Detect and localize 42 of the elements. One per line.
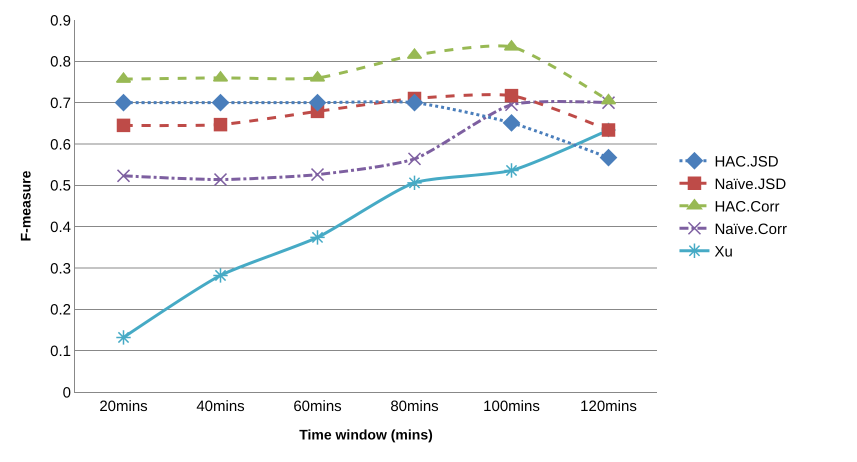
point xyxy=(212,94,230,112)
y-axis-title: F-measure xyxy=(18,170,34,242)
legend-label: HAC.JSD xyxy=(714,154,779,171)
point xyxy=(600,149,618,166)
point xyxy=(310,229,326,246)
point xyxy=(214,118,228,132)
x-tick-label: 100mins xyxy=(483,398,540,415)
point xyxy=(212,267,228,284)
point xyxy=(116,169,130,183)
x-tick-label: 60mins xyxy=(293,398,342,415)
legend-label: Naïve.Corr xyxy=(714,221,787,238)
x-tick-label: 80mins xyxy=(390,398,439,415)
point xyxy=(504,162,520,178)
legend-label: HAC.Corr xyxy=(714,198,780,216)
y-tick-label: 0.9 xyxy=(50,12,71,30)
x-tick-label: 40mins xyxy=(196,398,245,415)
y-tick-label: 0.4 xyxy=(50,218,71,236)
x-tick-label: 120mins xyxy=(580,398,637,415)
point xyxy=(116,329,132,346)
point xyxy=(310,168,324,182)
y-tick-label: 0 xyxy=(62,384,71,402)
legend-label: Naïve.JSD xyxy=(714,176,786,194)
point xyxy=(308,94,326,112)
point xyxy=(214,172,228,186)
x-tick-label: 20mins xyxy=(99,398,148,415)
y-tick-label: 0.2 xyxy=(50,302,71,319)
point xyxy=(502,114,520,132)
x-axis-title: Time window (mins) xyxy=(299,426,433,442)
point xyxy=(504,88,518,102)
y-tick-label: 0.1 xyxy=(50,342,71,360)
y-tick-label: 0.3 xyxy=(50,260,71,278)
point xyxy=(116,118,130,132)
y-tick-label: 0.7 xyxy=(50,94,71,112)
point xyxy=(114,94,132,112)
point xyxy=(602,96,616,110)
y-tick-label: 0.8 xyxy=(50,54,71,71)
y-tick-label: 0.5 xyxy=(50,178,71,195)
legend-label: Xu xyxy=(714,244,733,261)
y-tick-label: 0.6 xyxy=(50,136,71,154)
point xyxy=(406,94,424,112)
point xyxy=(408,152,422,166)
point xyxy=(406,174,422,191)
